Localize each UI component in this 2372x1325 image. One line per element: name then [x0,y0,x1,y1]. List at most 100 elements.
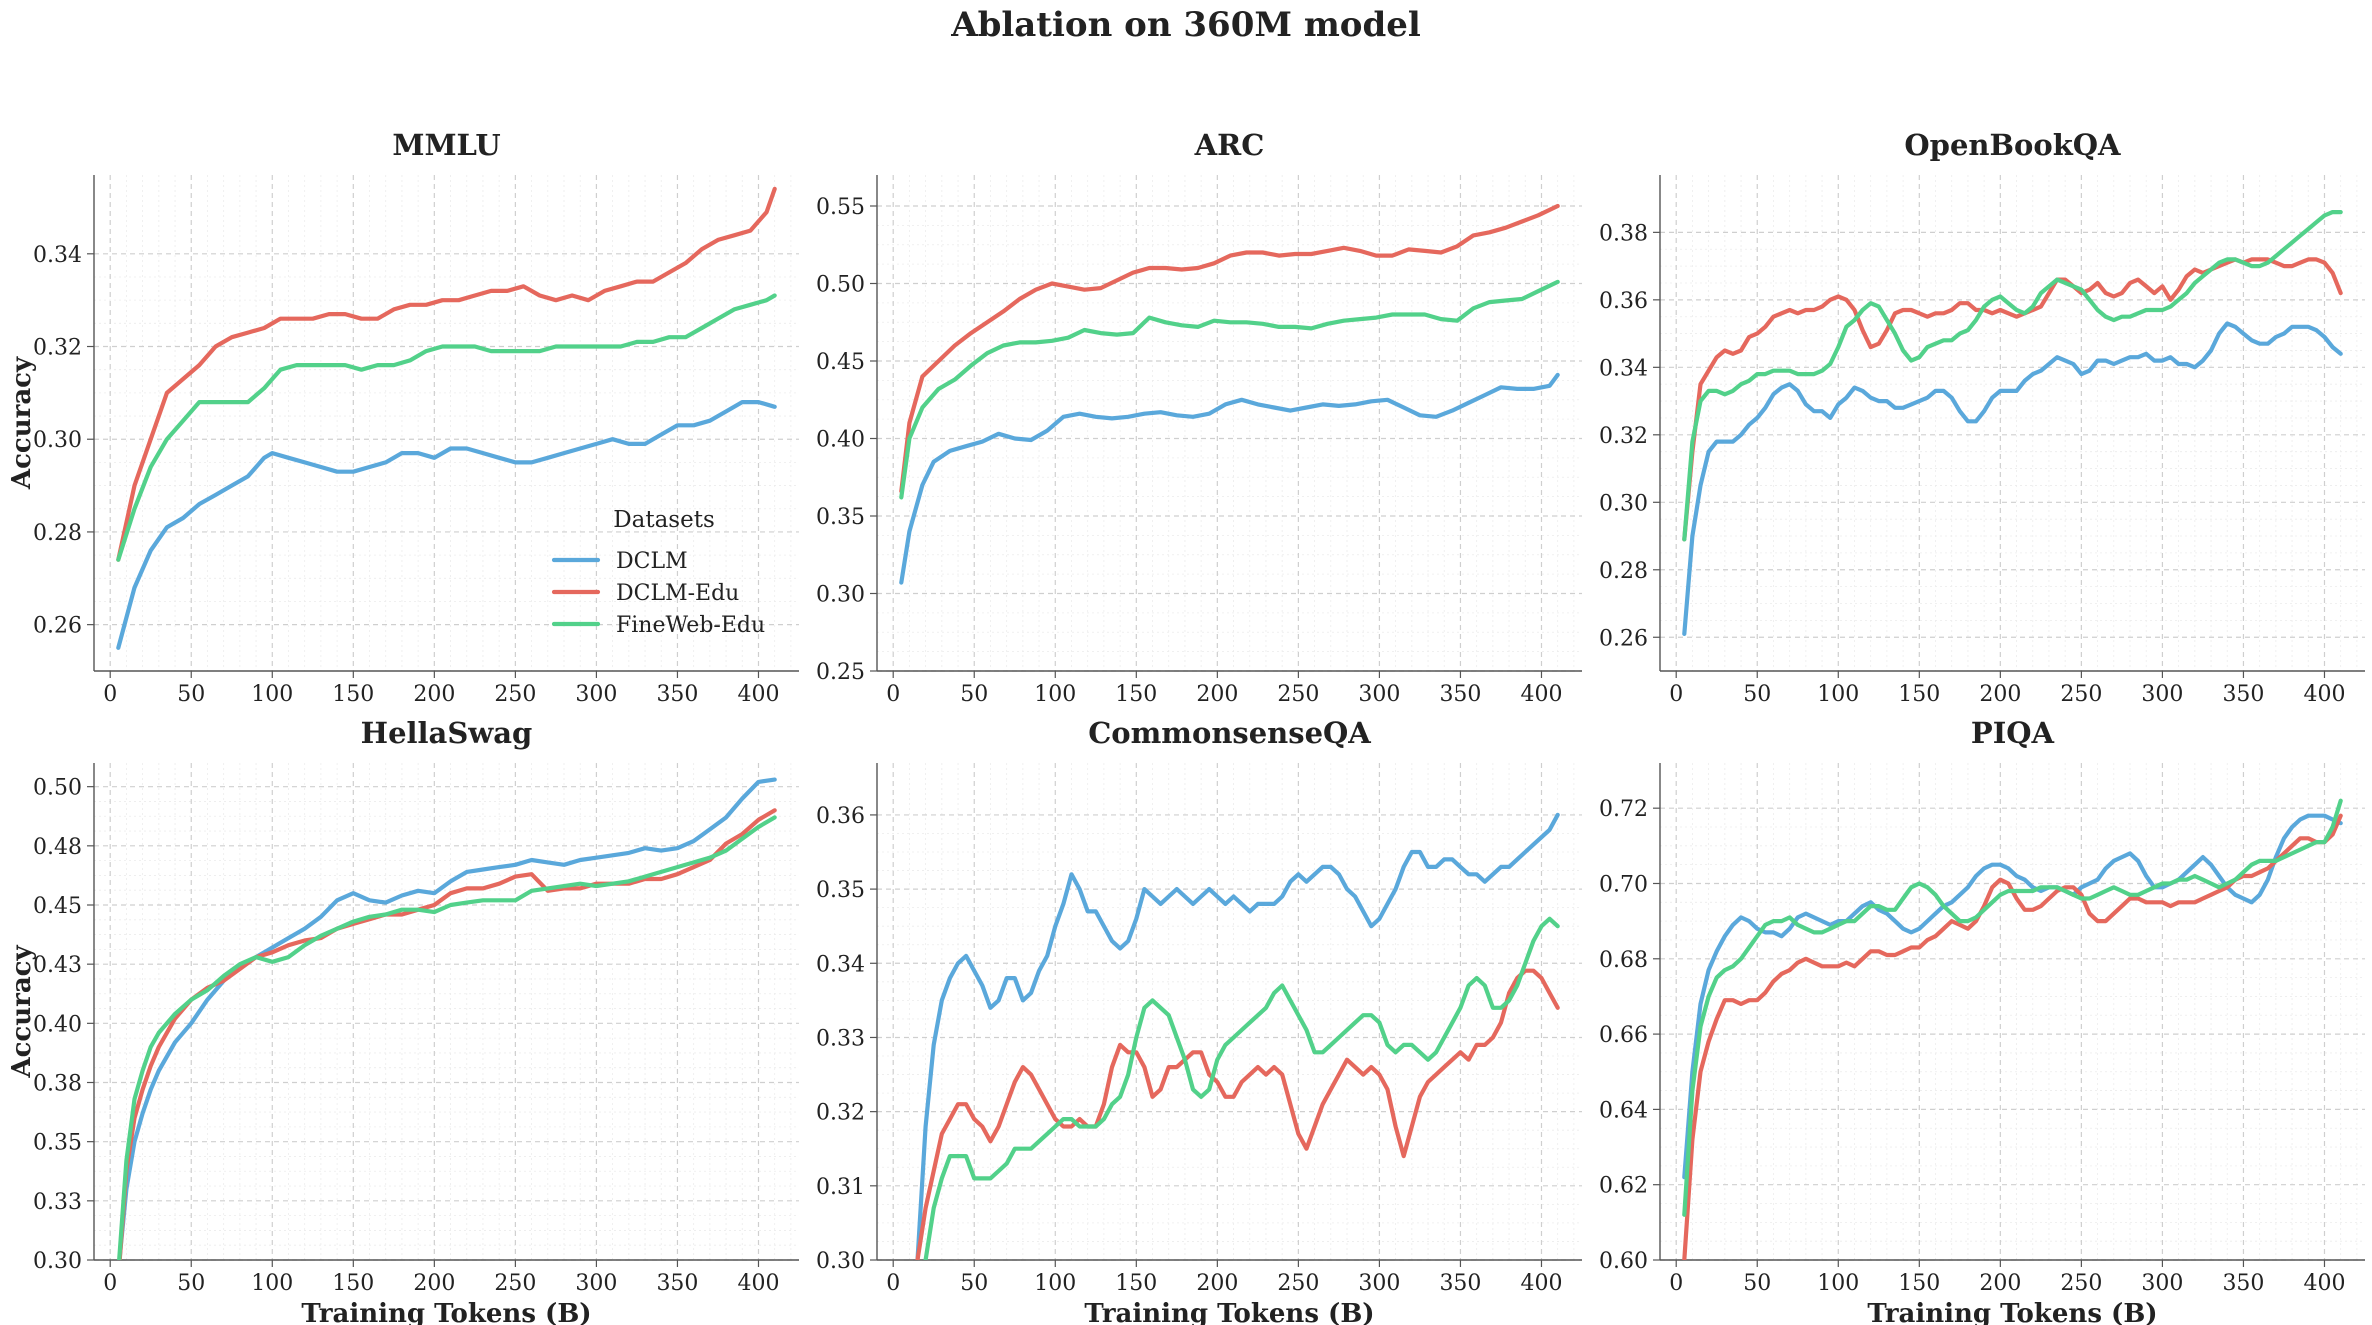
x-tick-label: 150 [1115,1271,1157,1296]
y-axis-title: Accuracy [7,945,37,1079]
x-tick-label: 50 [960,1271,988,1296]
series-line-dclm-edu [117,808,777,1260]
x-tick-label: 300 [575,1271,617,1296]
legend-label-fineweb-edu: FineWeb-Edu [616,613,765,638]
y-tick-label: 0.28 [1599,559,1648,584]
y-tick-label: 0.55 [816,195,865,220]
figure-title: Ablation on 360M model [950,5,1421,45]
panel-title: MMLU [392,128,500,162]
x-tick-label: 150 [1898,682,1940,707]
x-tick-label: 150 [332,682,374,707]
x-tick-label: 100 [1034,682,1076,707]
x-tick-label: 400 [737,1271,779,1296]
x-tick-label: 0 [1669,682,1683,707]
x-tick-label: 200 [1979,682,2021,707]
series-group [117,777,777,1260]
y-tick-label: 0.30 [1599,491,1648,516]
x-tick-label: 50 [177,682,205,707]
series-line-dclm-edu [1682,257,2343,542]
series-group [116,186,777,650]
series-line-dclm [915,812,1560,1260]
y-tick-label: 0.31 [816,1175,865,1200]
x-tick-label: 50 [177,1271,205,1296]
x-tick-label: 300 [1358,1271,1400,1296]
y-tick-label: 0.26 [33,614,82,639]
y-tick-label: 0.40 [33,1012,82,1037]
y-tick-label: 0.50 [816,273,865,298]
series-group [899,203,1560,585]
legend-title: Datasets [613,507,715,533]
y-tick-label: 0.32 [33,336,82,361]
y-tick-label: 0.28 [33,521,82,546]
y-tick-label: 0.45 [33,894,82,919]
y-tick-label: 0.35 [33,1131,82,1156]
x-tick-label: 250 [494,1271,536,1296]
x-tick-label: 400 [1520,682,1562,707]
y-tick-label: 0.33 [33,1190,82,1215]
y-tick-label: 0.30 [816,1249,865,1274]
x-tick-label: 250 [2060,682,2102,707]
y-axis-title: Accuracy [7,356,37,490]
x-tick-label: 300 [2141,682,2183,707]
x-tick-label: 100 [251,1271,293,1296]
x-tick-label: 200 [1196,1271,1238,1296]
x-tick-label: 50 [960,682,988,707]
y-tick-label: 0.36 [816,804,865,829]
y-tick-label: 0.34 [33,243,82,268]
series-group [1682,798,2343,1260]
series-line-dclm [116,400,777,650]
major-gridlines [1660,175,2365,671]
panel-piqa: 0 50 100 150 200 250 300 350 400 0.60 0.62 0.64 0.66… [1599,716,2365,1325]
x-tick-label: 200 [1979,1271,2021,1296]
legend: Datasets DCLM DCLM-Edu FineWeb-Edu [551,507,765,638]
x-axis-title: Training Tokens (B) [1084,1299,1374,1325]
panel-hellaswag: 0 50 100 150 200 250 300 350 400 0.30 0.33 0.35 0.38… [7,716,799,1325]
x-tick-label: 400 [737,682,779,707]
x-tick-label: 0 [886,682,900,707]
series-line-dclm [899,372,1560,585]
y-tick-label: 0.48 [33,835,82,860]
series-line-fineweb-edu [923,916,1560,1260]
minor-gridlines [877,175,1582,671]
y-tick-label: 0.38 [33,1072,82,1097]
series-line-fineweb-edu [1682,210,2343,542]
x-tick-label: 150 [1115,682,1157,707]
series-line-dclm-edu [915,968,1560,1260]
series-line-fineweb-edu [116,293,777,562]
panel-mmlu: 0 50 100 150 200 250 300 350 400 0.26 0.28 0.30 0.32… [7,128,799,707]
series-line-dclm [1682,813,2343,1180]
panel-title: ARC [1194,128,1265,162]
x-tick-label: 400 [1520,1271,1562,1296]
series-group [915,812,1560,1260]
x-tick-label: 0 [886,1271,900,1296]
minor-gridlines [1660,763,2365,1260]
y-tick-label: 0.64 [1599,1098,1648,1123]
x-tick-label: 100 [251,682,293,707]
x-axis-title: Training Tokens (B) [301,1299,591,1325]
y-tick-label: 0.35 [816,505,865,530]
panel-title: OpenBookQA [1904,128,2121,162]
y-tick-label: 0.72 [1599,797,1648,822]
panel-title: CommonsenseQA [1088,716,1371,750]
x-tick-label: 350 [2222,682,2264,707]
series-line-fineweb-edu [1682,798,2343,1217]
x-tick-label: 400 [2303,1271,2345,1296]
series-line-dclm-edu [116,186,777,562]
x-tick-label: 100 [1817,682,1859,707]
y-tick-label: 0.32 [1599,424,1648,449]
x-tick-label: 250 [494,682,536,707]
x-tick-label: 200 [1196,682,1238,707]
y-tick-label: 0.34 [1599,356,1648,381]
x-tick-label: 50 [1743,682,1771,707]
x-tick-label: 350 [2222,1271,2264,1296]
panel-openbookqa: 0 50 100 150 200 250 300 350 400 0.26 0.28 0.30 0.32… [1599,128,2365,707]
y-tick-label: 0.33 [816,1026,865,1051]
x-tick-label: 250 [1277,682,1319,707]
x-tick-label: 100 [1034,1271,1076,1296]
y-tick-label: 0.32 [816,1101,865,1126]
y-tick-label: 0.43 [33,953,82,978]
major-gridlines [877,175,1582,672]
y-tick-label: 0.38 [1599,221,1648,246]
x-tick-label: 400 [2303,682,2345,707]
y-tick-label: 0.35 [816,878,865,903]
